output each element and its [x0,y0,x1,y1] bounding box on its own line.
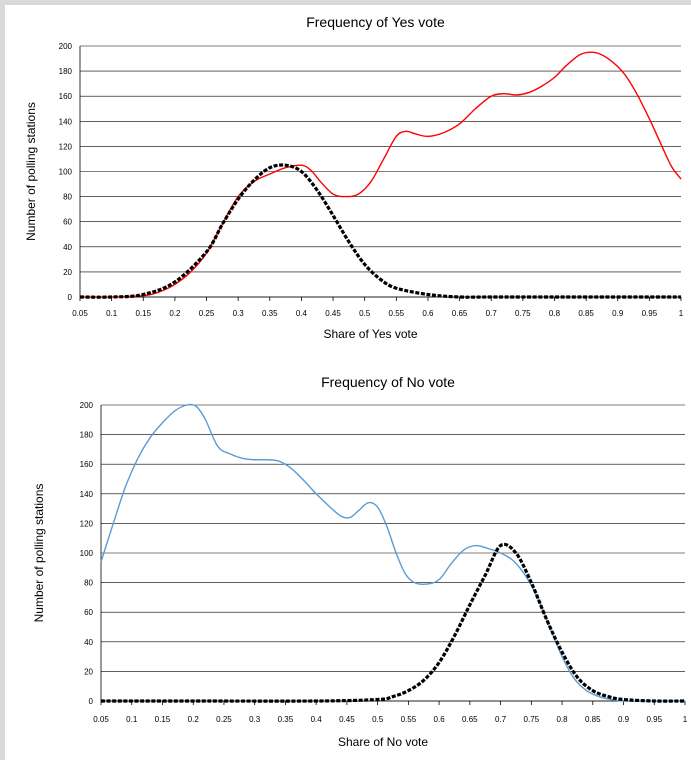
x-tick-label: 0.2 [169,309,181,318]
x-tick-label: 0.3 [249,715,261,724]
x-tick-label: 0.55 [389,309,405,318]
series-line-normal-fit [79,163,681,299]
x-tick-label: 0.9 [618,715,630,724]
x-tick-label: 0.5 [359,309,371,318]
x-axis-title: Share of No vote [338,735,428,749]
x-tick-label: 1 [683,715,688,724]
x-tick-label: 0.3 [233,309,245,318]
x-tick-label: 0.1 [126,715,138,724]
x-tick-label: 0.95 [646,715,662,724]
x-tick-label: 0.55 [401,715,417,724]
y-tick-label: 180 [80,431,94,440]
x-tick-label: 0.85 [585,715,601,724]
x-tick-label: 0.6 [434,715,446,724]
y-tick-label: 80 [63,193,72,202]
series-line-normal-fit [101,542,686,703]
x-tick-label: 0.35 [278,715,294,724]
chart-yes-vote: Frequency of Yes vote 0 20 40 60 80 100 120 140 1… [24,14,684,341]
x-tick-label: 0.1 [106,309,118,318]
y-tick-label: 20 [63,268,72,277]
x-tick-label: 0.8 [556,715,568,724]
x-tick-label: 1 [679,309,684,318]
x-tick-label: 0.6 [422,309,434,318]
x-tick-label: 0.35 [262,309,278,318]
y-axis-title: Number of polling stations [24,102,38,241]
y-tick-label: 180 [59,67,73,76]
x-tick-label: 0.7 [495,715,507,724]
x-tick-label: 0.85 [578,309,594,318]
y-tick-label: 40 [63,243,72,252]
x-tick-label: 0.8 [549,309,561,318]
figure: Frequency of Yes vote 0 20 40 60 80 100 120 140 1… [5,5,691,760]
x-tick-label: 0.05 [72,309,88,318]
x-tick-label: 0.9 [612,309,624,318]
y-tick-label: 60 [84,608,93,617]
x-tick-label: 0.15 [155,715,171,724]
y-tick-label: 60 [63,218,72,227]
y-tick-label: 0 [68,293,73,302]
x-tick-label: 0.5 [372,715,384,724]
series-line-observed [79,51,682,298]
y-tick-label: 100 [59,168,73,177]
x-tick-label: 0.65 [462,715,478,724]
y-tick-label: 80 [84,579,93,588]
y-tick-label: 140 [80,490,94,499]
y-tick-label: 140 [59,117,73,126]
x-tick-label: 0.25 [199,309,215,318]
y-tick-label: 0 [89,697,94,706]
x-tick-label: 0.7 [486,309,498,318]
chart-no-vote: Frequency of No vote 0 20 40 60 80 100 120 140 16… [32,374,688,749]
y-tick-label: 100 [80,549,94,558]
x-tick-label: 0.65 [452,309,468,318]
y-tick-label: 160 [59,92,73,101]
x-tick-label: 0.4 [311,715,323,724]
x-tick-label: 0.95 [642,309,658,318]
y-tick-label: 40 [84,638,93,647]
x-tick-label: 0.15 [135,309,151,318]
x-tick-label: 0.45 [339,715,355,724]
x-tick-label: 0.75 [515,309,531,318]
x-tick-label: 0.75 [524,715,540,724]
y-tick-label: 120 [80,519,94,528]
x-axis-title: Share of Yes vote [323,327,417,341]
x-tick-label: 0.05 [93,715,109,724]
y-tick-label: 20 [84,667,93,676]
y-tick-label: 120 [59,142,73,151]
x-tick-label: 0.45 [325,309,341,318]
y-tick-label: 160 [80,460,94,469]
chart-title: Frequency of No vote [321,374,455,390]
y-tick-label: 200 [59,42,73,51]
x-tick-label: 0.2 [188,715,200,724]
y-tick-label: 200 [80,401,94,410]
x-tick-label: 0.4 [296,309,308,318]
x-tick-label: 0.25 [216,715,232,724]
y-axis-title: Number of polling stations [32,484,46,623]
chart-title: Frequency of Yes vote [306,14,445,30]
